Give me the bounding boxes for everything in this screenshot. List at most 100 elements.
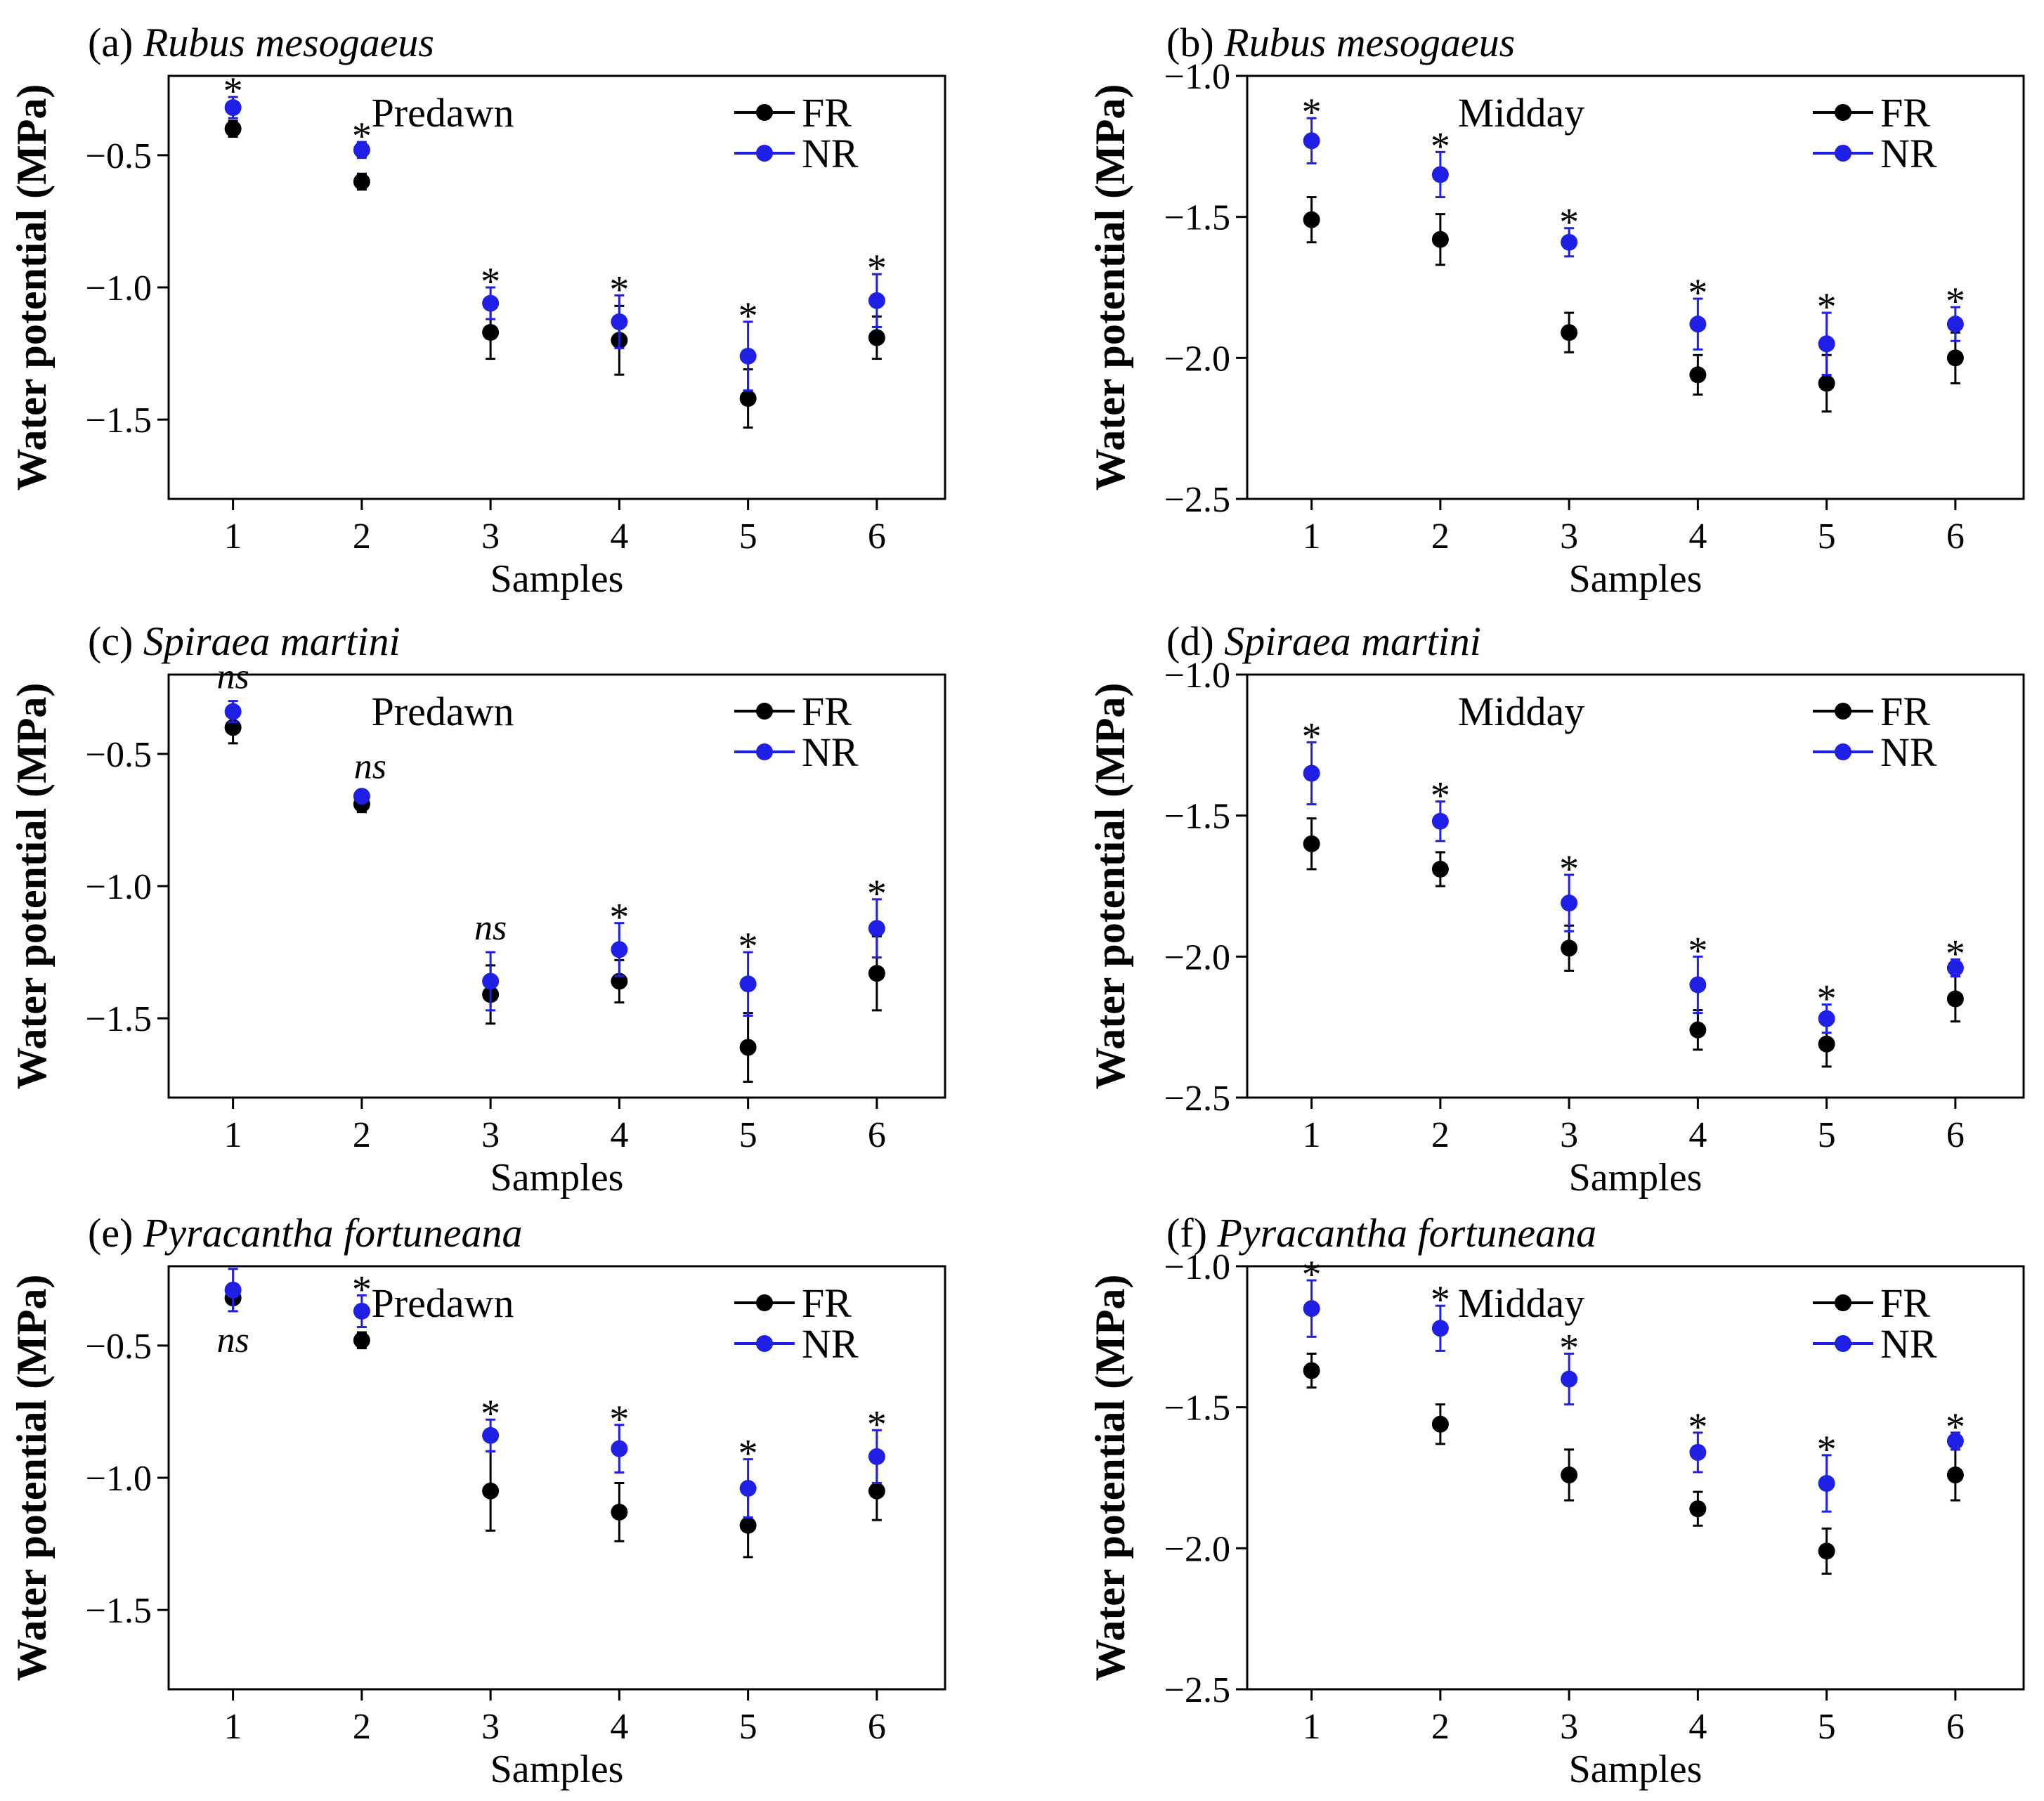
data-point: [1689, 366, 1707, 384]
data-point: [611, 941, 628, 958]
significance-label: ns: [217, 1320, 249, 1360]
y-axis-title: Water potential (MPa): [8, 84, 55, 491]
significance-label: *: [738, 1432, 758, 1476]
legend-label-FR: FR: [1880, 1280, 1930, 1326]
y-tick-label: −1.5: [1164, 198, 1230, 238]
significance-label: *: [352, 115, 372, 158]
legend-label-NR: NR: [1880, 1321, 1937, 1367]
series-FR: [1303, 196, 1964, 413]
panel-c: (c) Spiraea martini Water potential (MPa)…: [8, 618, 946, 1199]
period-label: Predawn: [372, 1280, 514, 1326]
significance-label: *: [1688, 929, 1707, 973]
period-label: Midday: [1458, 90, 1584, 136]
x-tick-label: 1: [224, 1115, 242, 1155]
significance-label: *: [1817, 977, 1837, 1021]
legend-marker-FR: [756, 104, 773, 121]
data-point: [1431, 230, 1449, 248]
significance-label: *: [481, 260, 500, 304]
x-tick-label: 1: [224, 1707, 242, 1747]
data-point: [482, 1426, 500, 1444]
significance-label: *: [1559, 201, 1579, 245]
data-point: [868, 329, 885, 346]
data-point: [353, 173, 370, 190]
data-point: [1561, 1370, 1578, 1388]
significance-label: *: [738, 294, 758, 338]
legend-marker-NR: [1835, 1335, 1851, 1352]
x-axis-title: Samples: [1569, 1156, 1703, 1199]
data-point: [353, 1302, 370, 1320]
significance-label: ns: [474, 908, 507, 948]
legend-marker-FR: [1835, 703, 1851, 720]
x-tick-label: 2: [1431, 1115, 1450, 1155]
data-point: [1689, 1500, 1707, 1518]
legend-marker-FR: [756, 703, 773, 720]
significance-label: *: [1302, 715, 1322, 758]
data-point: [1431, 860, 1449, 878]
data-point: [1303, 835, 1320, 852]
data-point: [353, 1332, 370, 1349]
x-tick-label: 4: [610, 1707, 628, 1747]
series-NR: [1303, 1279, 1964, 1513]
x-axis-title: Samples: [1569, 1748, 1703, 1791]
x-tick-label: 2: [353, 1115, 371, 1155]
data-point: [224, 99, 242, 117]
significance-label: *: [1817, 1428, 1837, 1471]
x-tick-label: 4: [1688, 1707, 1707, 1747]
data-point: [739, 975, 757, 993]
panel-title-species: Pyracantha fortuneana: [143, 1210, 523, 1256]
significance-label: ns: [217, 657, 249, 697]
significance-label: *: [867, 247, 887, 290]
panel-e: (e) Pyracantha fortuneana Water potential…: [8, 1210, 946, 1791]
significance-label: *: [352, 1268, 372, 1311]
y-tick-label: −1.0: [1164, 656, 1230, 696]
panel-title-species: Pyracantha fortuneana: [1216, 1210, 1596, 1256]
data-point: [1431, 1320, 1449, 1337]
data-point: [1818, 1010, 1835, 1027]
plot-frame: [1246, 74, 2025, 500]
data-point: [224, 1281, 242, 1299]
data-point: [1946, 990, 1964, 1008]
data-point: [1431, 1415, 1449, 1433]
x-tick-label: 6: [868, 1707, 886, 1747]
legend-label-FR: FR: [1880, 689, 1930, 734]
significance-label: ns: [354, 747, 386, 787]
y-tick-label: −1.5: [86, 1591, 152, 1631]
legend-label-NR: NR: [1880, 729, 1937, 775]
y-tick-label: −2.0: [1164, 339, 1230, 379]
legend-marker-FR: [756, 1294, 773, 1311]
panel-d: (d) Spiraea martini Water potential (MPa)…: [1087, 618, 2025, 1199]
significance-label: *: [609, 268, 629, 311]
data-point: [1561, 233, 1578, 251]
x-tick-label: 1: [1303, 1707, 1321, 1747]
significance-label: *: [1431, 774, 1450, 818]
x-tick-label: 1: [224, 516, 242, 557]
y-axis-title: Water potential (MPa): [8, 1275, 55, 1682]
data-point: [1689, 976, 1707, 994]
x-tick-label: 6: [868, 1115, 886, 1155]
panel-title-prefix: (e): [88, 1210, 143, 1256]
panel-title: (a) Rubus mesogaeus: [88, 20, 434, 65]
panel-title-species: Spiraea martini: [143, 618, 401, 664]
data-point: [611, 1503, 628, 1521]
x-tick-label: 3: [481, 1115, 500, 1155]
panel-title-prefix: (a): [88, 20, 143, 65]
panel-title: (c) Spiraea martini: [88, 618, 401, 664]
legend-label-NR: NR: [802, 1321, 859, 1367]
significance-label: *: [609, 1398, 629, 1441]
x-tick-label: 5: [1818, 516, 1836, 557]
data-point: [1431, 812, 1449, 830]
data-point: [868, 920, 885, 937]
x-tick-label: 3: [1560, 1115, 1578, 1155]
x-tick-label: 6: [1946, 1115, 1965, 1155]
x-tick-label: 6: [1946, 516, 1965, 557]
significance-label: *: [223, 70, 243, 113]
data-point: [1303, 211, 1320, 228]
data-point: [482, 973, 500, 990]
legend-label-NR: NR: [802, 729, 859, 775]
data-point: [1946, 959, 1964, 977]
legend-label-NR: NR: [802, 131, 859, 176]
legend-label-FR: FR: [802, 90, 852, 136]
